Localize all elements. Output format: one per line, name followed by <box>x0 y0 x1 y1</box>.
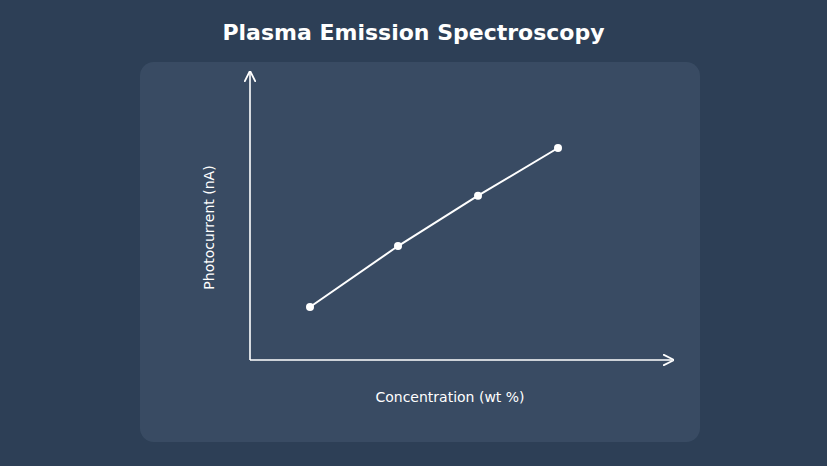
data-line <box>310 148 558 307</box>
x-axis-label: Concentration (wt %) <box>375 389 524 405</box>
data-point <box>554 144 562 152</box>
background <box>0 0 827 466</box>
chart-container: Plasma Emission Spectroscopy Concentratio… <box>0 0 827 466</box>
chart-svg: Plasma Emission Spectroscopy Concentratio… <box>0 0 827 466</box>
data-point <box>306 303 314 311</box>
panel <box>140 62 700 442</box>
data-group <box>306 144 562 311</box>
x-axis <box>250 359 672 361</box>
data-point <box>394 242 402 250</box>
title: Plasma Emission Spectroscopy <box>222 20 604 45</box>
data-point <box>474 192 482 200</box>
y-axis <box>249 73 251 360</box>
y-axis-label: Photocurrent (nA) <box>201 165 217 289</box>
